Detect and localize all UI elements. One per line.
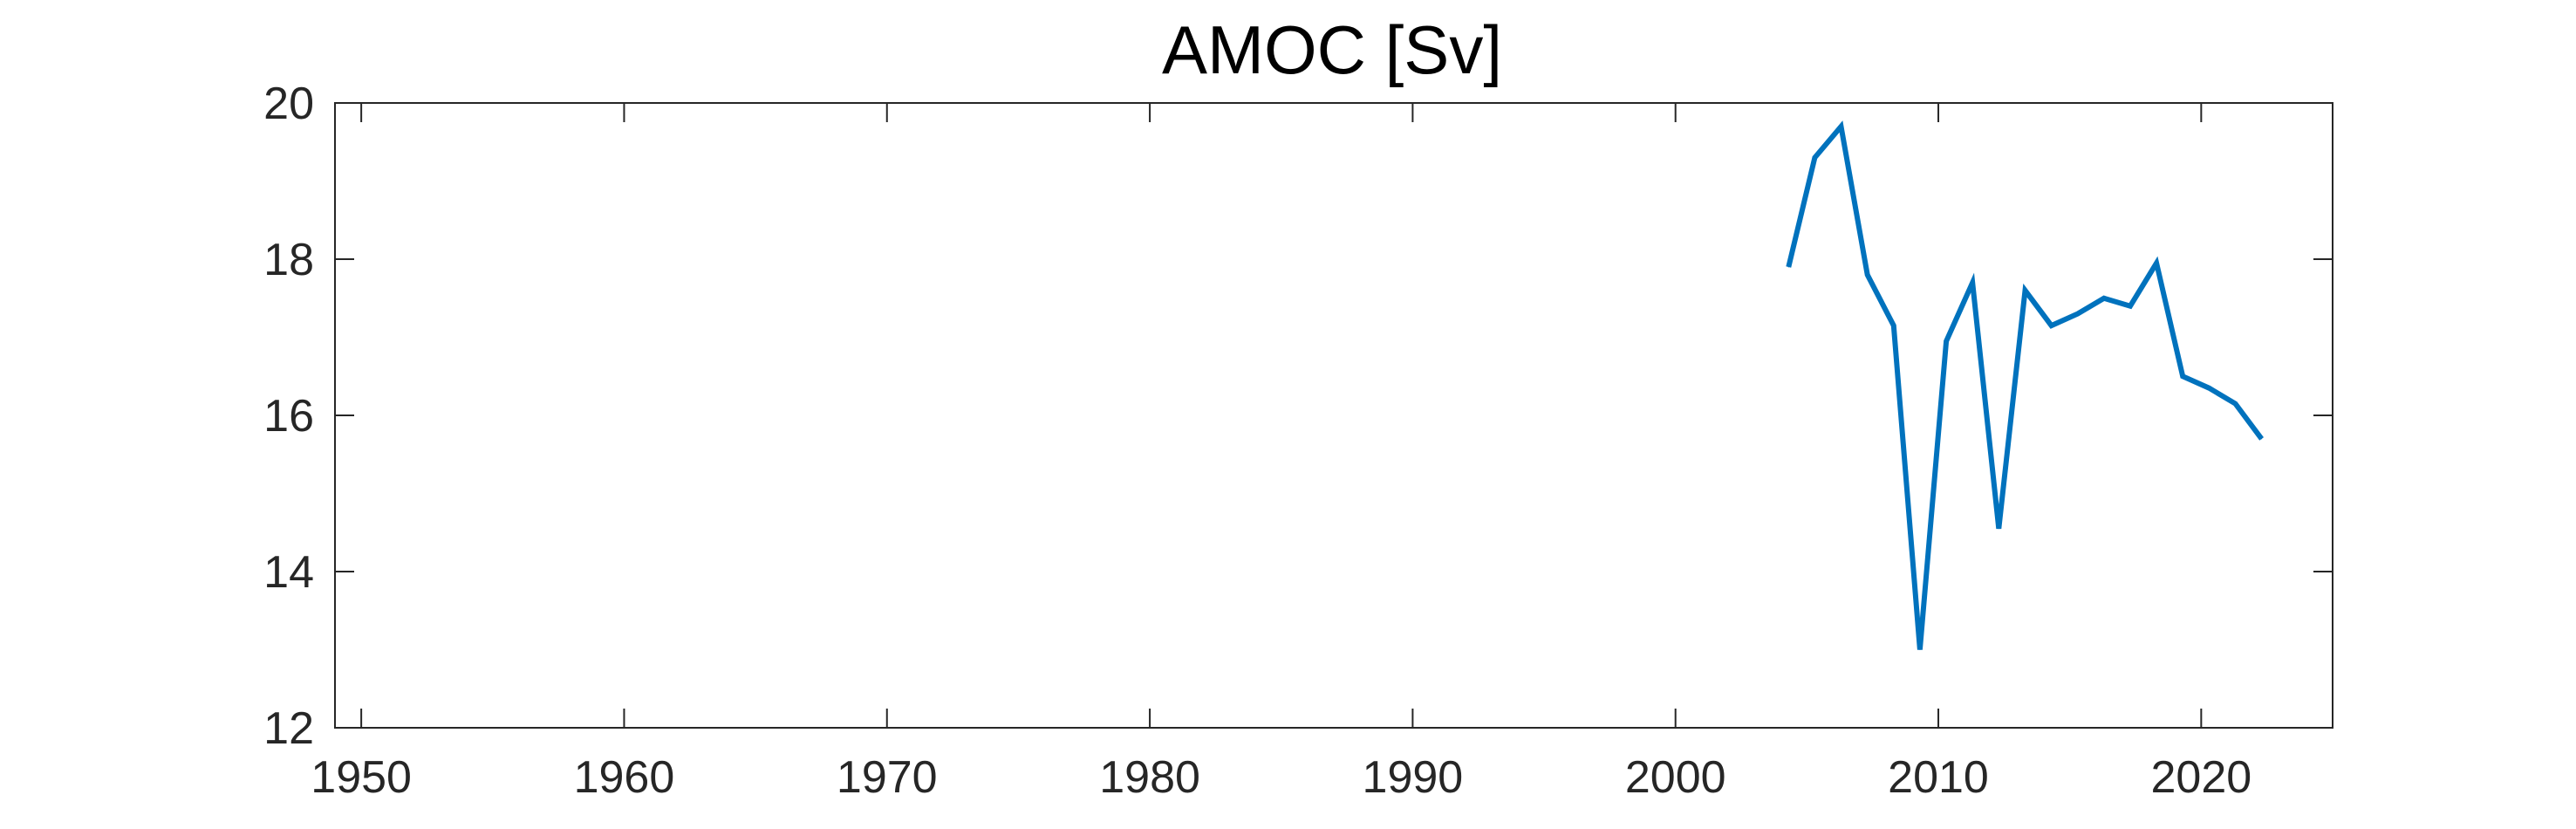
data-point [2051,325,2053,326]
x-tick-label: 2020 [2150,752,2251,803]
x-tick-label: 1950 [311,752,412,803]
y-tick-label: 14 [263,547,314,598]
x-tick-label: 1960 [574,752,675,803]
amoc-series-line [1786,120,2265,650]
data-point [2235,403,2237,405]
data-point [1814,157,1815,159]
data-point [2156,262,2157,264]
data-point [2261,438,2263,440]
x-tick-label: 1980 [1099,752,1200,803]
chart-title: AMOC [Sv] [1162,11,1502,88]
y-tick-label: 16 [263,391,314,442]
data-point [1787,266,1789,268]
data-point [2024,290,2026,291]
plot-frame [334,102,2333,729]
x-tick-label: 1970 [837,752,938,803]
data-point [1893,325,1895,326]
data-point [2208,387,2210,389]
data-point [2129,305,2131,307]
data-point [2077,313,2079,315]
data-point [1867,274,1869,276]
y-tick-label: 12 [263,703,314,754]
x-tick-label: 2010 [1888,752,1989,803]
x-tick-label: 1990 [1363,752,1464,803]
y-tick-label: 20 [263,79,314,129]
data-point [1971,282,1973,284]
data-point [1945,340,1947,342]
y-tick-label: 18 [263,235,314,285]
data-point [1919,649,1921,650]
x-tick-label: 2000 [1625,752,1726,803]
